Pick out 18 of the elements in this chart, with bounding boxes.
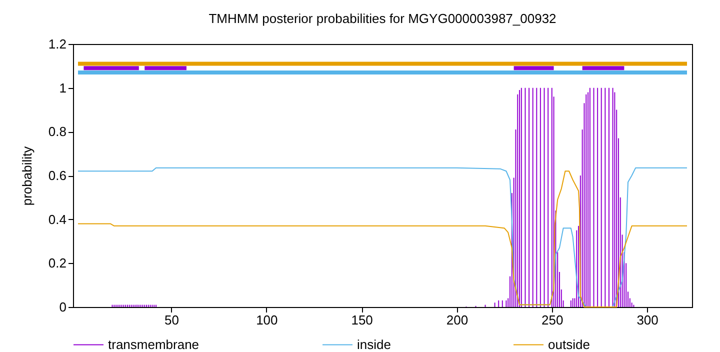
y-tick-label: 0.8 <box>48 124 66 140</box>
y-tick-label: 0.2 <box>48 256 66 271</box>
y-tick-label: 0 <box>59 300 66 314</box>
legend-label: inside <box>357 336 391 352</box>
legend-label: transmembrane <box>108 336 200 352</box>
chart-title: TMHMM posterior probabilities for MGYG000003987_00932 <box>208 11 556 26</box>
y-tick-label: 0.6 <box>48 168 66 183</box>
y-tick-label: 1.2 <box>48 36 66 52</box>
x-tick-label: 150 <box>351 312 373 328</box>
x-tick-label: 200 <box>446 312 468 328</box>
legend-label: outside <box>548 336 590 352</box>
y-tick-label: 0.4 <box>48 212 66 227</box>
x-tick-label: 250 <box>542 312 564 328</box>
x-tick-label: 50 <box>164 312 179 328</box>
y-tick-label: 1 <box>59 80 66 96</box>
y-axis-title: probability <box>19 146 34 206</box>
x-tick-label: 300 <box>636 312 658 328</box>
x-tick-label: 100 <box>256 312 278 328</box>
